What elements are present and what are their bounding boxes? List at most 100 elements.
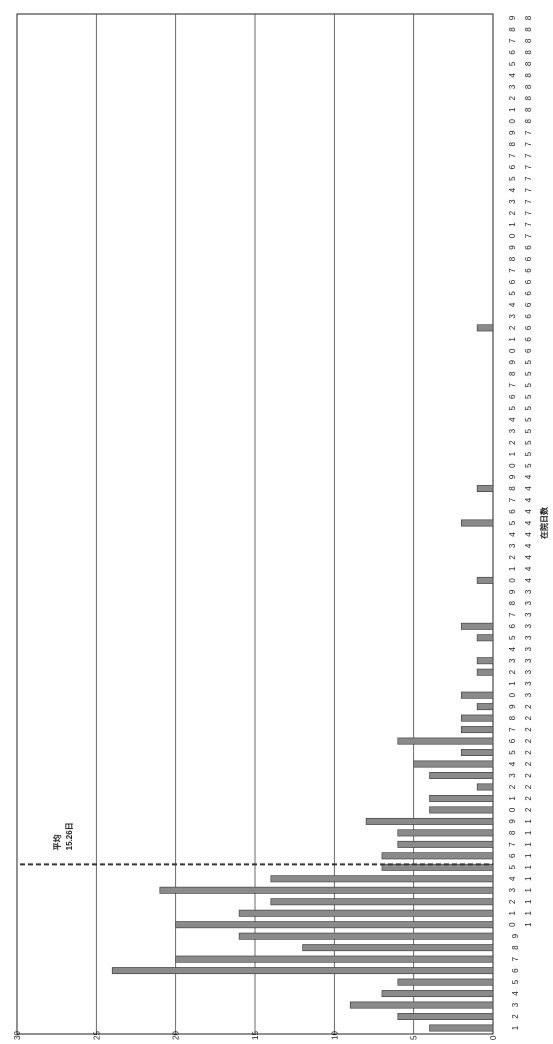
category-tick-label: 12 xyxy=(508,899,533,904)
bar xyxy=(397,829,494,837)
category-tick-label: 31 xyxy=(508,681,533,686)
value-tick-label: 15 xyxy=(251,1031,260,1040)
category-tick-label: 80 xyxy=(508,119,533,124)
category-tick-label: 87 xyxy=(508,38,533,43)
category-tick-label: 10 xyxy=(508,922,533,927)
category-tick-label: 77 xyxy=(508,153,533,158)
bar xyxy=(429,794,494,802)
average-marker: 平均 15.26日 xyxy=(20,822,493,866)
bar xyxy=(270,898,494,906)
bar xyxy=(381,852,494,860)
category-tick-label: 85 xyxy=(508,61,533,66)
category-tick-label: 34 xyxy=(508,646,533,651)
category-tick-label: 17 xyxy=(508,842,533,847)
category-tick-label: 62 xyxy=(508,325,533,330)
category-tick-label: 7 xyxy=(511,956,520,961)
category-tick-label: 25 xyxy=(508,750,533,755)
category-tick-label: 81 xyxy=(508,107,533,112)
bar xyxy=(460,726,494,734)
category-tick-label: 35 xyxy=(508,635,533,640)
bar xyxy=(397,978,494,986)
category-tick-label: 15 xyxy=(508,865,533,870)
value-tick-label: 0 xyxy=(489,1035,498,1040)
category-tick-label: 82 xyxy=(508,96,533,101)
category-tick-label: 73 xyxy=(508,199,533,204)
bar xyxy=(302,944,494,952)
category-tick-label: 68 xyxy=(508,256,533,261)
category-tick-label: 65 xyxy=(508,291,533,296)
category-tick-label: 70 xyxy=(508,233,533,238)
bar xyxy=(460,691,494,699)
value-tick-label: 30 xyxy=(13,1031,22,1040)
bar xyxy=(429,1024,494,1032)
category-tick-label: 83 xyxy=(508,84,533,89)
category-tick-label: 58 xyxy=(508,371,533,376)
average-label-title: 平均 xyxy=(52,834,62,850)
category-tick-label: 33 xyxy=(508,658,533,663)
category-tick-label: 48 xyxy=(508,486,533,491)
bars xyxy=(111,324,494,1032)
category-tick-label: 13 xyxy=(508,887,533,892)
category-tick-label: 86 xyxy=(508,50,533,55)
category-tick-label: 46 xyxy=(508,509,533,514)
category-tick-label: 50 xyxy=(508,463,533,468)
value-tick-label: 5 xyxy=(410,1035,419,1040)
category-tick-label: 53 xyxy=(508,428,533,433)
category-tick-label: 59 xyxy=(508,360,533,365)
bar xyxy=(460,714,494,722)
category-tick-label: 40 xyxy=(508,578,533,583)
category-tick-label: 28 xyxy=(508,715,533,720)
category-tick-label: 4 xyxy=(511,991,520,996)
bar xyxy=(476,783,494,791)
category-tick-label: 27 xyxy=(508,727,533,732)
category-tick-label: 74 xyxy=(508,187,533,192)
value-axis-ticks: 0 5 10 15 20 25 30 xyxy=(13,1031,498,1040)
category-tick-label: 11 xyxy=(508,910,533,915)
value-tick-label: 10 xyxy=(330,1031,339,1040)
category-tick-label: 1 xyxy=(511,1025,520,1030)
category-tick-label: 63 xyxy=(508,314,533,319)
category-tick-label: 75 xyxy=(508,176,533,181)
bar xyxy=(397,1013,494,1020)
bar xyxy=(429,806,494,814)
average-label-value: 15.26日 xyxy=(65,822,74,850)
category-tick-label: 32 xyxy=(508,669,533,674)
category-tick-label: 42 xyxy=(508,555,533,560)
category-tick-label: 56 xyxy=(508,394,533,399)
category-tick-label: 89 xyxy=(508,15,533,20)
bar xyxy=(381,990,494,998)
category-tick-label: 18 xyxy=(508,830,533,835)
bar xyxy=(429,772,494,779)
category-tick-label: 88 xyxy=(508,27,533,32)
category-tick-label: 21 xyxy=(508,796,533,801)
category-tick-label: 55 xyxy=(508,405,533,410)
category-tick-label: 2 xyxy=(511,1014,520,1019)
category-tick-label: 20 xyxy=(508,807,533,812)
bar xyxy=(238,932,494,940)
category-tick-label: 9 xyxy=(511,933,520,938)
bar xyxy=(476,634,494,642)
bar xyxy=(413,760,494,768)
bar xyxy=(476,576,494,584)
x-axis-title: 在院日数 xyxy=(539,506,549,539)
category-tick-label: 78 xyxy=(508,141,533,146)
bar xyxy=(111,967,494,975)
category-tick-label: 71 xyxy=(508,222,533,227)
category-tick-label: 5 xyxy=(511,979,520,984)
category-tick-label: 37 xyxy=(508,612,533,617)
bar xyxy=(476,703,494,711)
category-tick-label: 38 xyxy=(508,601,533,606)
category-tick-label: 30 xyxy=(508,692,533,697)
category-tick-label: 26 xyxy=(508,738,533,743)
category-tick-label: 47 xyxy=(508,497,533,502)
bar xyxy=(397,840,494,848)
bar xyxy=(175,955,494,963)
bar xyxy=(460,749,494,757)
category-tick-label: 69 xyxy=(508,245,533,250)
bar xyxy=(476,485,494,493)
category-tick-label: 22 xyxy=(508,784,533,789)
category-tick-label: 44 xyxy=(508,532,533,537)
bar xyxy=(460,622,494,630)
bar xyxy=(238,909,494,917)
